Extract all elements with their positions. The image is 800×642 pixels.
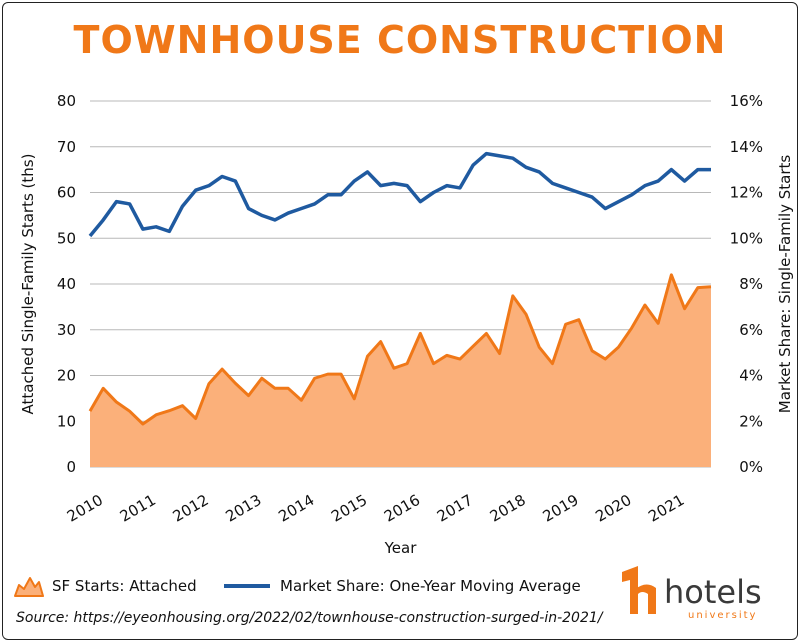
legend-item-attached: SF Starts: Attached	[14, 574, 197, 598]
y-left-tick-label: 70	[57, 138, 76, 156]
y-right-tick-label: 0%	[739, 458, 763, 476]
x-tick-label: 2010	[64, 491, 106, 526]
source-citation: Source: https://eyeonhousing.org/2022/02…	[16, 610, 603, 626]
x-tick-label: 2021	[645, 491, 687, 526]
legend-label-market-share: Market Share: One-Year Moving Average	[280, 577, 581, 595]
market-share-line	[88, 151, 711, 238]
line-swatch-icon	[224, 584, 270, 588]
x-tick-label: 2014	[275, 491, 317, 526]
y-left-tick-label: 50	[57, 229, 76, 247]
y-left-tick-label: 0	[66, 458, 76, 476]
y-right-tick-label: 6%	[739, 321, 763, 339]
y-right-tick-label: 10%	[730, 229, 763, 247]
area-series-outline	[88, 273, 712, 426]
logo-subtext: university	[688, 610, 758, 621]
x-tick-label: 2020	[592, 491, 634, 526]
legend-item-market-share: Market Share: One-Year Moving Average	[224, 574, 581, 598]
legend-label-attached: SF Starts: Attached	[52, 577, 197, 595]
y-axis-right-label: Market Share: Single-Family Starts	[776, 155, 794, 414]
y-left-tick-label: 80	[57, 92, 76, 110]
x-tick-label: 2017	[434, 491, 476, 526]
y-right-tick-label: 16%	[730, 92, 763, 110]
y-right-tick-label: 4%	[739, 367, 763, 385]
area-swatch-icon	[14, 577, 44, 597]
area-series-layer	[88, 273, 712, 467]
y-right-tick-label: 14%	[730, 138, 763, 156]
x-tick-label: 2018	[487, 491, 529, 526]
y-left-tick-label: 10	[57, 412, 76, 430]
hotels-university-logo-icon	[622, 566, 656, 614]
y-right-tick-label: 2%	[739, 412, 763, 430]
x-tick-label: 2013	[222, 491, 264, 526]
logo-text: hotels	[664, 573, 762, 611]
x-tick-label: 2015	[328, 491, 370, 526]
x-axis-label: Year	[384, 539, 418, 557]
x-tick-label: 2011	[117, 491, 159, 526]
y-left-tick-label: 20	[57, 367, 76, 385]
y-left-tick-label: 60	[57, 184, 76, 202]
x-tick-label: 2016	[381, 491, 423, 526]
y-right-tick-label: 8%	[739, 275, 763, 293]
chart-title: TOWNHOUSE CONSTRUCTION	[73, 18, 727, 62]
area-series-fill	[90, 274, 711, 467]
y-axis-left-label: Attached Single-Family Starts (ths)	[19, 154, 37, 415]
y-left-tick-label: 40	[57, 275, 76, 293]
y-left-tick-label: 30	[57, 321, 76, 339]
x-tick-label: 2019	[540, 491, 582, 526]
x-tick-label: 2012	[170, 491, 212, 526]
line-series-layer	[88, 151, 711, 238]
y-right-tick-label: 12%	[730, 184, 763, 202]
